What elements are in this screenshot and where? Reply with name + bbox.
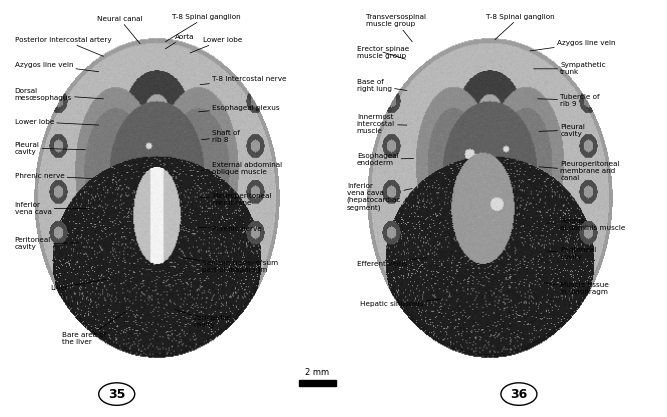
Text: 36: 36 <box>510 387 528 401</box>
Text: Peritoneal
cavity: Peritoneal cavity <box>15 237 79 251</box>
Text: Azygos line vein: Azygos line vein <box>530 40 616 51</box>
Text: Muscle tissue
in diaphragm: Muscle tissue in diaphragm <box>544 282 609 295</box>
Text: Phrenic nerve: Phrenic nerve <box>15 173 92 179</box>
Text: Lower lobe: Lower lobe <box>15 119 99 125</box>
Text: Pleuroperitoneal
membrane and
canal: Pleuroperitoneal membrane and canal <box>539 161 620 181</box>
Text: Inferior
vena cava
(hepatocardiac
segment): Inferior vena cava (hepatocardiac segmen… <box>347 183 412 211</box>
Text: External abdominal
oblique muscle: External abdominal oblique muscle <box>201 161 282 175</box>
Text: Esophageal
endoderm: Esophageal endoderm <box>357 153 414 166</box>
Bar <box>299 380 336 386</box>
Text: Shaft of
rib 8: Shaft of rib 8 <box>201 130 240 143</box>
Text: Lower lobe: Lower lobe <box>190 37 243 53</box>
Text: Dorsal
mesœsophagus: Dorsal mesœsophagus <box>15 88 103 101</box>
Text: 35: 35 <box>108 387 125 401</box>
Text: Hepatic sinusoids: Hepatic sinusoids <box>360 299 440 307</box>
Text: Inferior
vena cava: Inferior vena cava <box>15 202 90 215</box>
Text: Sympathetic
trunk: Sympathetic trunk <box>534 62 606 75</box>
Text: Liver: Liver <box>50 279 105 291</box>
Text: Rectus
abdominis muscle: Rectus abdominis muscle <box>547 218 626 231</box>
Text: T-8 Intercostal nerve: T-8 Intercostal nerve <box>200 76 287 85</box>
Text: Pleural
cavity: Pleural cavity <box>15 141 85 155</box>
Text: 2 mm: 2 mm <box>305 368 329 377</box>
Text: Base of
right lung: Base of right lung <box>357 79 407 92</box>
Text: Phrenic nerve: Phrenic nerve <box>199 226 262 231</box>
Text: Bare area of
the liver: Bare area of the liver <box>62 312 125 345</box>
Text: Pleuroperitoneal
membrane: Pleuroperitoneal membrane <box>200 193 271 206</box>
Text: Pericardial
cavity: Pericardial cavity <box>175 309 231 329</box>
Text: Pleural
cavity: Pleural cavity <box>539 123 585 137</box>
Text: Erector spinae
muscle group: Erector spinae muscle group <box>357 45 409 59</box>
Text: Esophageal plexus: Esophageal plexus <box>199 105 279 112</box>
Text: Aorta: Aorta <box>165 34 194 49</box>
Text: Neural canal: Neural canal <box>97 16 142 44</box>
Text: Innermost
intercostal
muscle: Innermost intercostal muscle <box>357 114 407 134</box>
Text: T-8 Spinal ganglion: T-8 Spinal ganglion <box>486 14 554 40</box>
Text: Septum transversum
part of diaphragm: Septum transversum part of diaphragm <box>181 258 278 273</box>
Text: Tubercle of
rib 9: Tubercle of rib 9 <box>538 93 600 107</box>
Text: Transversospinal
muscle group: Transversospinal muscle group <box>366 14 426 42</box>
Text: T-8 Spinal ganglion: T-8 Spinal ganglion <box>165 14 241 42</box>
Text: Azygos line vein: Azygos line vein <box>15 62 99 72</box>
Text: Efferent veins: Efferent veins <box>357 258 427 266</box>
Text: Peritoneal
cavity: Peritoneal cavity <box>547 247 596 260</box>
Text: Posterior intercostal artery: Posterior intercostal artery <box>15 37 111 56</box>
